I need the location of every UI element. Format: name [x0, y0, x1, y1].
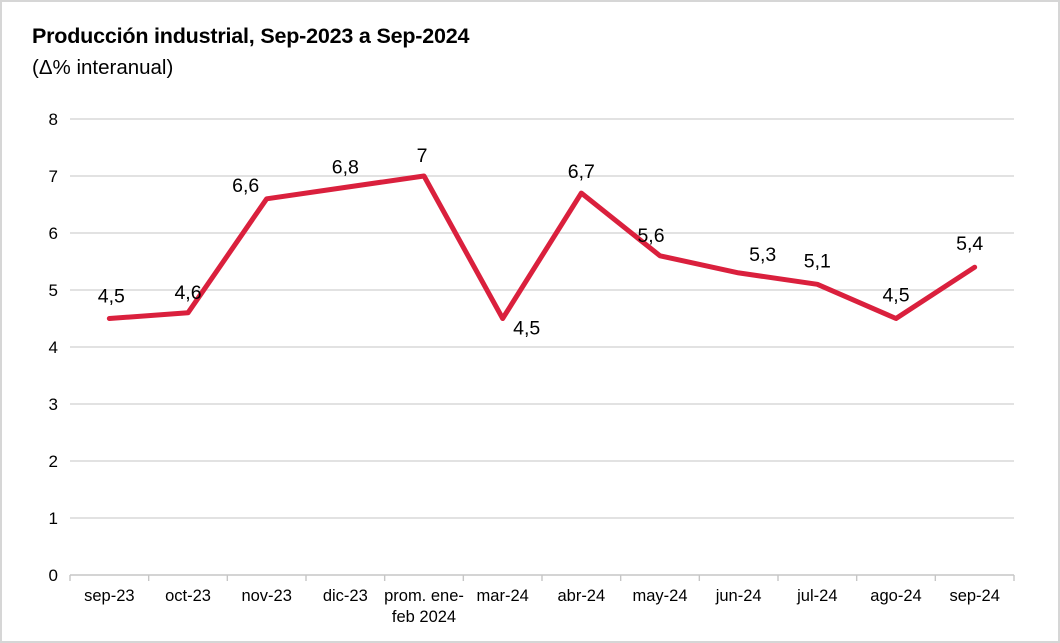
x-axis-tick-label: sep-23: [84, 587, 134, 605]
y-axis-tick-label: 1: [49, 509, 58, 528]
x-axis-tick-label: prom. ene-: [384, 587, 464, 605]
data-point-label: 5,1: [804, 250, 831, 272]
x-axis-tick-label: jul-24: [796, 587, 837, 605]
x-axis-tick-label: dic-23: [323, 587, 368, 605]
x-axis-tick-label: oct-23: [165, 587, 211, 605]
x-axis-tick-label: abr-24: [557, 587, 605, 605]
x-axis-tick-label: sep-24: [949, 587, 999, 605]
y-axis-tick-label: 8: [49, 110, 58, 129]
data-point-label: 5,3: [749, 244, 776, 266]
y-axis-tick-label: 4: [49, 338, 58, 357]
y-axis-tick-label: 2: [49, 452, 58, 471]
data-point-label: 6,7: [568, 161, 595, 183]
data-point-label: 4,5: [513, 318, 540, 340]
chart-title: Producción industrial, Sep-2023 a Sep-20…: [32, 24, 470, 48]
x-axis-tick-label: nov-23: [241, 587, 291, 605]
data-point-label: 4,5: [98, 286, 125, 308]
data-point-label: 5,6: [637, 225, 664, 247]
y-axis-tick-label: 7: [49, 167, 58, 186]
x-axis-tick-label: feb 2024: [392, 608, 456, 626]
y-axis-tick-label: 5: [49, 281, 58, 300]
data-point-label: 6,8: [332, 156, 359, 178]
y-axis-tick-label: 3: [49, 395, 58, 414]
data-point-label: 5,4: [956, 233, 983, 255]
data-point-label: 4,6: [174, 282, 201, 304]
y-axis-tick-label: 6: [49, 224, 58, 243]
data-point-label: 6,6: [232, 175, 259, 197]
x-axis-tick-label: jun-24: [715, 587, 762, 605]
x-axis-tick-label: ago-24: [870, 587, 921, 605]
chart-subtitle: (Δ% interanual): [32, 56, 174, 79]
x-axis-tick-label: may-24: [632, 587, 687, 605]
data-point-label: 4,5: [882, 285, 909, 307]
data-series-line: [106, 173, 978, 321]
y-axis-tick-label: 0: [49, 566, 58, 585]
x-axis-tick-label: mar-24: [477, 587, 529, 605]
data-point-label: 7: [417, 145, 428, 167]
